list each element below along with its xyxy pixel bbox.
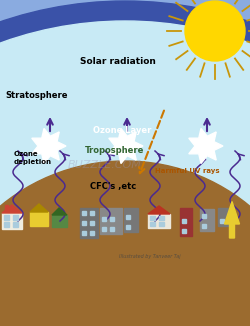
Bar bbox=[202, 214, 206, 218]
Text: CFC's ,etc: CFC's ,etc bbox=[90, 182, 136, 191]
Text: Solar radiation: Solar radiation bbox=[80, 57, 156, 66]
Bar bbox=[80, 208, 98, 238]
Bar bbox=[150, 216, 155, 220]
Bar bbox=[159, 216, 164, 220]
Polygon shape bbox=[2, 205, 22, 213]
Bar bbox=[4, 215, 9, 220]
Bar bbox=[2, 213, 22, 229]
FancyArrow shape bbox=[224, 201, 240, 238]
Bar bbox=[200, 209, 214, 231]
Bar bbox=[202, 224, 206, 228]
Circle shape bbox=[185, 1, 245, 61]
Text: Ozone
depletion: Ozone depletion bbox=[14, 152, 52, 165]
Bar bbox=[220, 219, 224, 223]
Bar bbox=[126, 225, 130, 229]
Bar bbox=[82, 221, 86, 225]
Bar bbox=[182, 219, 186, 223]
Polygon shape bbox=[148, 206, 170, 214]
Bar bbox=[150, 222, 155, 226]
Text: BUZZLE.COM: BUZZLE.COM bbox=[68, 160, 142, 170]
Bar bbox=[90, 211, 94, 215]
Polygon shape bbox=[189, 128, 223, 164]
Polygon shape bbox=[109, 128, 143, 164]
Bar bbox=[90, 221, 94, 225]
Bar bbox=[124, 208, 138, 232]
Bar bbox=[110, 217, 114, 221]
Polygon shape bbox=[52, 208, 67, 215]
Bar bbox=[52, 215, 67, 227]
Bar bbox=[148, 214, 170, 228]
Bar bbox=[126, 215, 130, 219]
Bar bbox=[82, 211, 86, 215]
Bar bbox=[100, 208, 122, 234]
Polygon shape bbox=[32, 128, 66, 164]
Bar bbox=[110, 227, 114, 231]
Text: Ozone Layer: Ozone Layer bbox=[93, 126, 151, 135]
Bar bbox=[159, 222, 164, 226]
Bar bbox=[30, 212, 48, 226]
Text: Troposphere: Troposphere bbox=[85, 146, 145, 155]
Text: Harmful UV rays: Harmful UV rays bbox=[155, 168, 220, 174]
Wedge shape bbox=[0, 21, 250, 326]
Bar bbox=[5, 205, 8, 211]
Bar bbox=[102, 217, 106, 221]
Polygon shape bbox=[30, 204, 48, 212]
Bar bbox=[102, 227, 106, 231]
Bar bbox=[218, 208, 228, 226]
Bar bbox=[13, 215, 18, 220]
Wedge shape bbox=[0, 16, 250, 326]
Text: Illustrated by Tanveer Taj: Illustrated by Tanveer Taj bbox=[119, 254, 181, 259]
Bar bbox=[4, 222, 9, 227]
Bar bbox=[182, 229, 186, 233]
Wedge shape bbox=[0, 161, 250, 326]
Text: Stratosphere: Stratosphere bbox=[5, 91, 68, 100]
Bar bbox=[90, 231, 94, 235]
Bar bbox=[180, 208, 192, 236]
Bar bbox=[13, 222, 18, 227]
Bar bbox=[82, 231, 86, 235]
